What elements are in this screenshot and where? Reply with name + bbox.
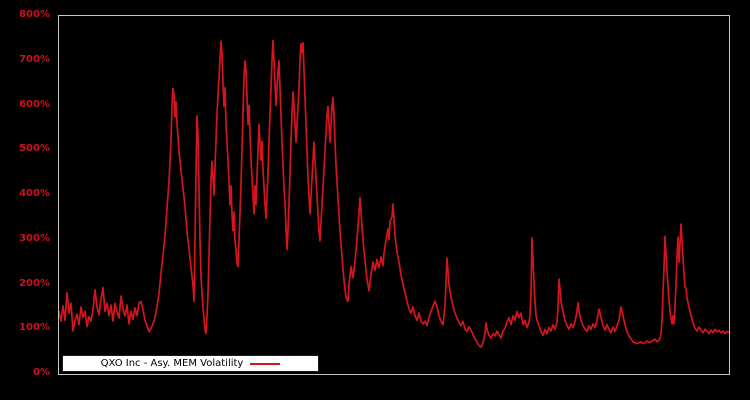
y-axis-tick-label: 200% [19, 277, 50, 289]
y-axis-tick-label: 500% [19, 143, 50, 155]
y-axis-tick-label: 800% [19, 9, 50, 20]
legend-label: QXO Inc - Asy. MEM Volatility [100, 357, 244, 369]
y-axis-tick-label: 600% [19, 98, 50, 110]
plot-area: QXO Inc - Asy. MEM Volatility [58, 15, 730, 375]
y-axis-tick-label: 300% [19, 232, 50, 244]
y-axis-tick-label: 0% [33, 367, 50, 378]
y-axis-tick-label: 700% [19, 53, 50, 65]
volatility-line-chart [59, 39, 729, 348]
y-axis-tick-label: 400% [19, 188, 50, 199]
y-axis-tick-label: 100% [19, 322, 50, 334]
legend-line-sample-icon [250, 362, 281, 365]
legend: QXO Inc - Asy. MEM Volatility [62, 355, 319, 372]
